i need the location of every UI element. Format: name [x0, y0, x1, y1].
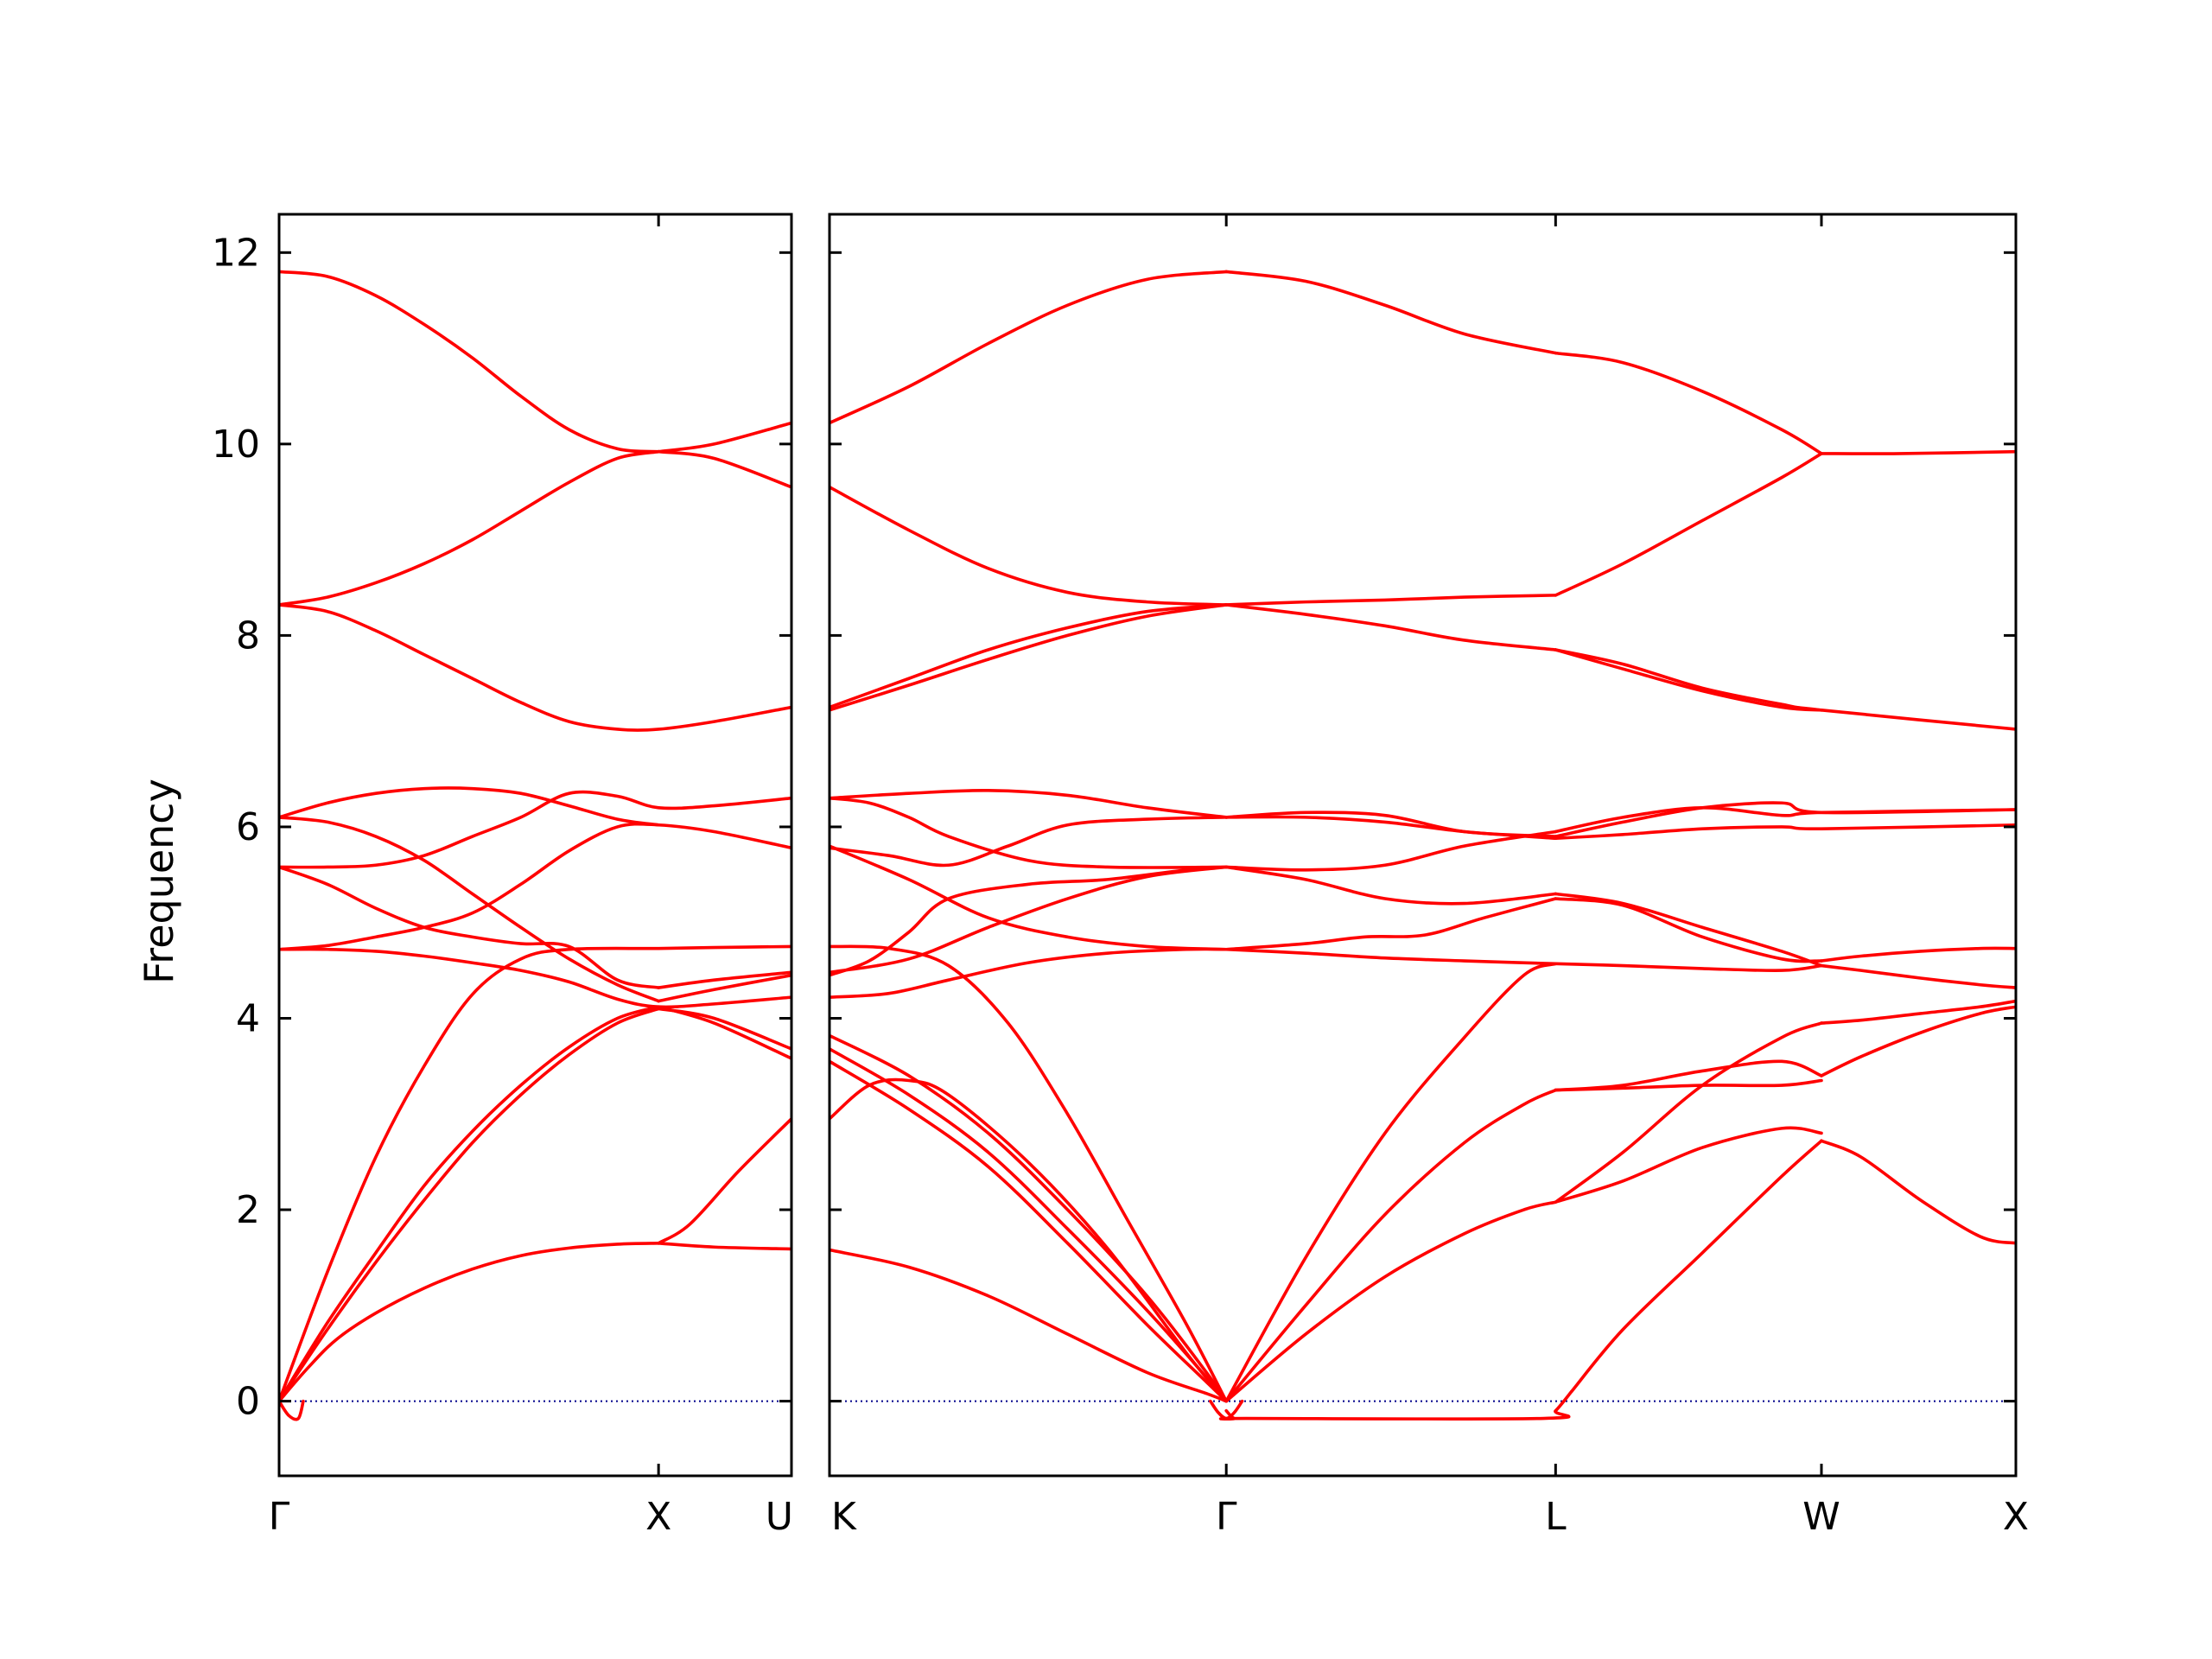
band-line [1224, 594, 1558, 607]
y-tick-label: 0 [236, 1380, 260, 1424]
band-line [830, 844, 1228, 951]
band-line [1554, 892, 1823, 968]
band-line [1224, 810, 1558, 838]
band-line [279, 1242, 660, 1403]
band-line [830, 270, 1228, 425]
band-line [1554, 1126, 1823, 1204]
band-line [279, 1005, 660, 1403]
band-line [1224, 830, 1558, 872]
band-line [830, 1077, 1228, 1403]
band-line [830, 603, 1228, 709]
band-line [1209, 1399, 1244, 1421]
band-line [279, 786, 660, 827]
y-tick-label: 10 [212, 423, 260, 467]
band-line [1820, 963, 2016, 989]
band-line [657, 421, 791, 454]
band-line [830, 944, 1228, 1403]
band-line [279, 449, 660, 607]
x-tick-label: U [766, 1495, 793, 1539]
band-line [1218, 1389, 1573, 1421]
y-tick-label: 12 [212, 231, 260, 275]
band-line [1820, 1005, 2016, 1077]
band-lines [279, 270, 2016, 1421]
band-line [1820, 999, 2016, 1025]
band-line [1224, 897, 1558, 951]
band-line [279, 947, 791, 1009]
band-line [1820, 946, 2016, 963]
band-line [830, 865, 1228, 977]
x-tick-label: Γ [269, 1495, 290, 1539]
x-tick-label: W [1802, 1495, 1840, 1539]
band-line [1224, 1088, 1558, 1403]
band-line [1554, 801, 2016, 838]
band-line [830, 816, 1228, 868]
band-line [1224, 865, 1558, 906]
band-line [1224, 270, 1558, 355]
band-line [1224, 1200, 1558, 1403]
band-line [830, 796, 1228, 869]
x-tick-label: L [1545, 1495, 1567, 1539]
band-line [830, 789, 1228, 819]
band-line [279, 790, 791, 869]
band-line [657, 1005, 791, 1060]
band-line [830, 1248, 1228, 1403]
band-line [1569, 1139, 1823, 1394]
panel-frame [828, 213, 2018, 1478]
panel-frames [277, 213, 2018, 1478]
band-line [657, 973, 791, 1003]
band-line [1554, 351, 1823, 455]
band-line [1820, 449, 2016, 455]
band-line [830, 947, 1228, 999]
band-line [1554, 648, 1823, 712]
band-line [830, 1047, 1228, 1403]
band-line [657, 1242, 791, 1251]
band-line [1224, 947, 1558, 966]
y-axis-label: Frequency [136, 779, 182, 984]
band-line [657, 449, 791, 489]
band-line [279, 1399, 305, 1421]
band-line [830, 1059, 1228, 1403]
band-line [279, 1007, 660, 1403]
tick-marks [277, 214, 2018, 1476]
band-line [1224, 603, 1558, 652]
panel-frame [277, 213, 793, 1478]
band-line [1554, 962, 1823, 973]
y-tick-label: 8 [236, 613, 260, 658]
band-line [1554, 1078, 1823, 1092]
band-line [830, 603, 1228, 712]
band-line [657, 1117, 791, 1245]
band-line [279, 816, 660, 1003]
tick-labels: 0 2 4 6 8 10 12 Γ X U K Γ L W X [212, 231, 2029, 1539]
band-line [1820, 1139, 2016, 1245]
band-line [279, 603, 791, 732]
band-line [830, 1033, 1228, 1403]
band-line [657, 1007, 791, 1051]
band-line [1554, 452, 1823, 597]
y-tick-label: 2 [236, 1188, 260, 1232]
band-line [279, 822, 791, 951]
x-tick-label: Γ [1216, 1495, 1237, 1539]
band-line [657, 970, 791, 989]
band-line [1224, 962, 1558, 1403]
band-line [279, 944, 791, 1403]
x-tick-label: X [2003, 1495, 2029, 1539]
band-line [279, 865, 660, 989]
x-tick-label: X [645, 1495, 671, 1539]
y-tick-label: 6 [236, 805, 260, 849]
y-tick-label: 4 [236, 997, 260, 1041]
band-line [830, 485, 1228, 607]
band-line [1554, 648, 2016, 731]
x-tick-label: K [831, 1495, 857, 1539]
band-line [1554, 897, 1823, 963]
band-line [279, 270, 660, 454]
band-line [1554, 823, 2016, 841]
